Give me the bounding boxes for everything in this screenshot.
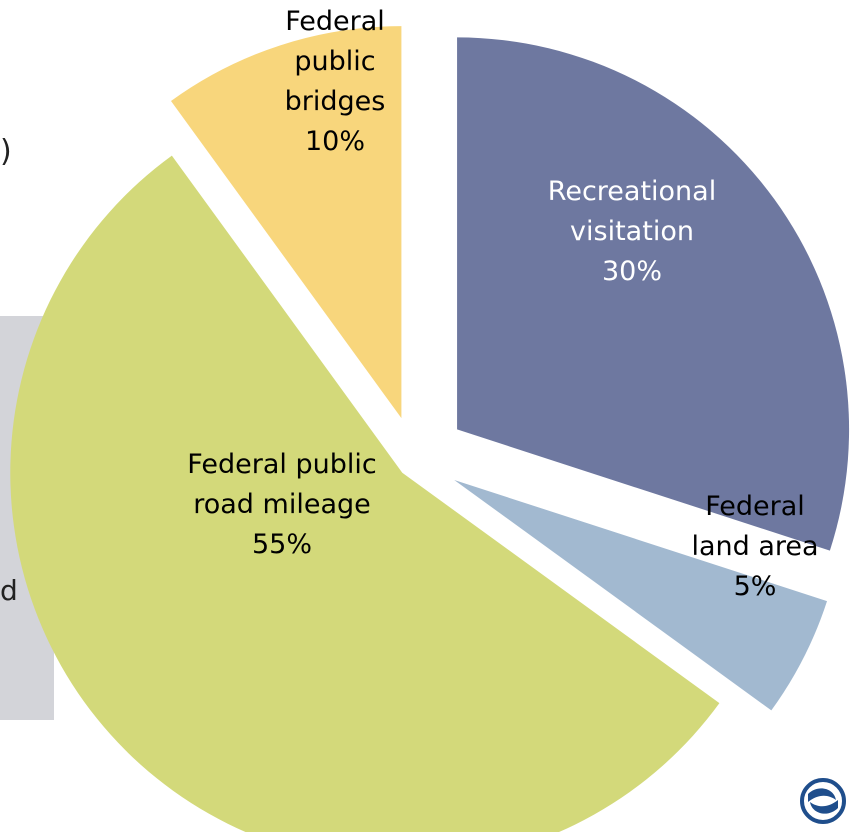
pie-slices — [10, 26, 850, 832]
pie-labels: Recreational visitation 30% Federal land are… — [187, 6, 818, 602]
slice-label-line: bridges — [285, 86, 386, 117]
slice-percent: 55% — [252, 529, 312, 560]
slice-percent: 5% — [734, 571, 777, 602]
slice-label-line: road mileage — [193, 489, 371, 520]
slice-label-line: Federal public — [187, 449, 376, 480]
slice-label-line: visitation — [570, 216, 694, 247]
pie-slice — [457, 37, 850, 551]
slice-percent: 10% — [305, 126, 365, 157]
slice-label-line: Recreational — [548, 176, 716, 207]
clipped-text-top: ) — [0, 134, 12, 169]
pie-slice — [170, 26, 402, 419]
slice-label-line: Federal — [705, 491, 805, 522]
slice-label: Federal public bridges 10% — [285, 6, 386, 157]
slice-label-line: public — [294, 46, 375, 77]
slice-label: Federal public road mileage 55% — [187, 449, 376, 560]
dot-logo-icon — [800, 778, 846, 824]
slice-percent: 30% — [602, 256, 662, 287]
slice-label: Federal land area 5% — [691, 491, 818, 602]
pie-slice — [10, 155, 720, 832]
pie-slice — [454, 479, 828, 711]
slice-label-line: land area — [691, 531, 818, 562]
slice-label-line: Federal — [285, 6, 385, 37]
clipped-text-bottom: d — [0, 574, 18, 607]
slice-label: Recreational visitation 30% — [548, 176, 716, 287]
